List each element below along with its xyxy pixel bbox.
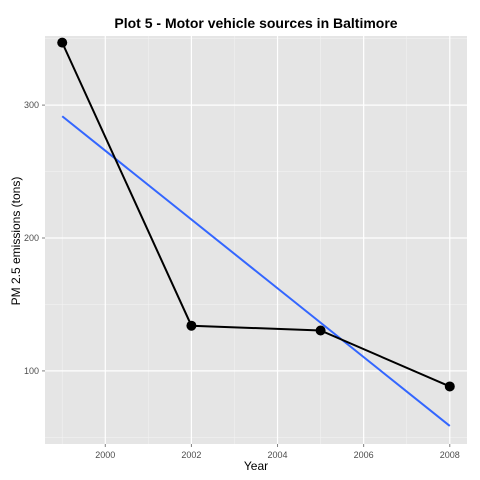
x-tick-label: 2002 (181, 450, 201, 460)
major-gridlines (45, 36, 467, 444)
minor-gridlines (45, 36, 467, 444)
y-tick-label: 300 (24, 100, 39, 110)
plot-panel (45, 36, 467, 444)
y-axis-title: PM 2.5 emissions (tons) (9, 177, 23, 306)
y-tick-label: 100 (24, 366, 39, 376)
x-axis-title: Year (244, 459, 268, 473)
series-layer (57, 37, 455, 392)
data-point (57, 37, 68, 48)
x-tick-label: 2006 (354, 450, 374, 460)
fit-line (61, 115, 451, 427)
y-tick-label: 200 (24, 233, 39, 243)
x-tick-label: 2004 (268, 450, 288, 460)
data-point (444, 381, 455, 392)
data-point (186, 320, 197, 331)
series-line (61, 42, 451, 388)
x-tick-label: 2008 (440, 450, 460, 460)
x-tick-label: 2000 (95, 450, 115, 460)
chart-title: Plot 5 - Motor vehicle sources in Baltim… (114, 15, 397, 31)
x-axis-ticks: 2000 2002 2004 2006 2008 (95, 444, 460, 460)
fit-line-layer (61, 115, 451, 427)
data-point (315, 325, 326, 336)
y-axis-ticks: 100 200 300 (24, 100, 45, 376)
